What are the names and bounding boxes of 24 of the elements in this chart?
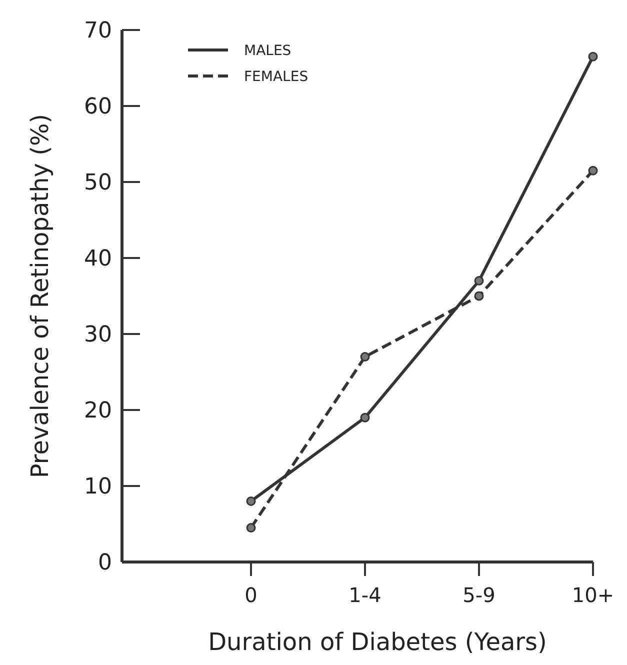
y-tick-label: 40 — [84, 246, 112, 272]
x-tick-label: 0 — [244, 583, 258, 607]
y-tick-label: 10 — [84, 474, 112, 500]
y-tick-label: 70 — [84, 18, 112, 44]
point — [474, 291, 484, 301]
x-axis-title: Duration of Diabetes (Years) — [208, 628, 547, 656]
y-tick-label: 50 — [84, 170, 112, 196]
point — [588, 52, 598, 62]
point — [360, 412, 370, 422]
y-tick-label: 0 — [98, 550, 112, 576]
y-axis-title: Prevalence of Retinopathy (%) — [26, 114, 54, 478]
y-tick-label: 30 — [84, 322, 112, 348]
x-tick-label: 5-9 — [462, 583, 496, 607]
legend-label: FEMALES — [244, 68, 308, 85]
x-tick-label: 1-4 — [348, 583, 382, 607]
point — [360, 352, 370, 362]
point — [246, 496, 256, 506]
y-tick-label: 60 — [84, 94, 112, 120]
point — [474, 276, 484, 286]
point — [588, 166, 598, 176]
x-tick-label: 10+ — [572, 583, 614, 607]
legend-label: MALES — [244, 42, 292, 59]
y-tick-label: 20 — [84, 398, 112, 424]
point — [246, 523, 256, 533]
